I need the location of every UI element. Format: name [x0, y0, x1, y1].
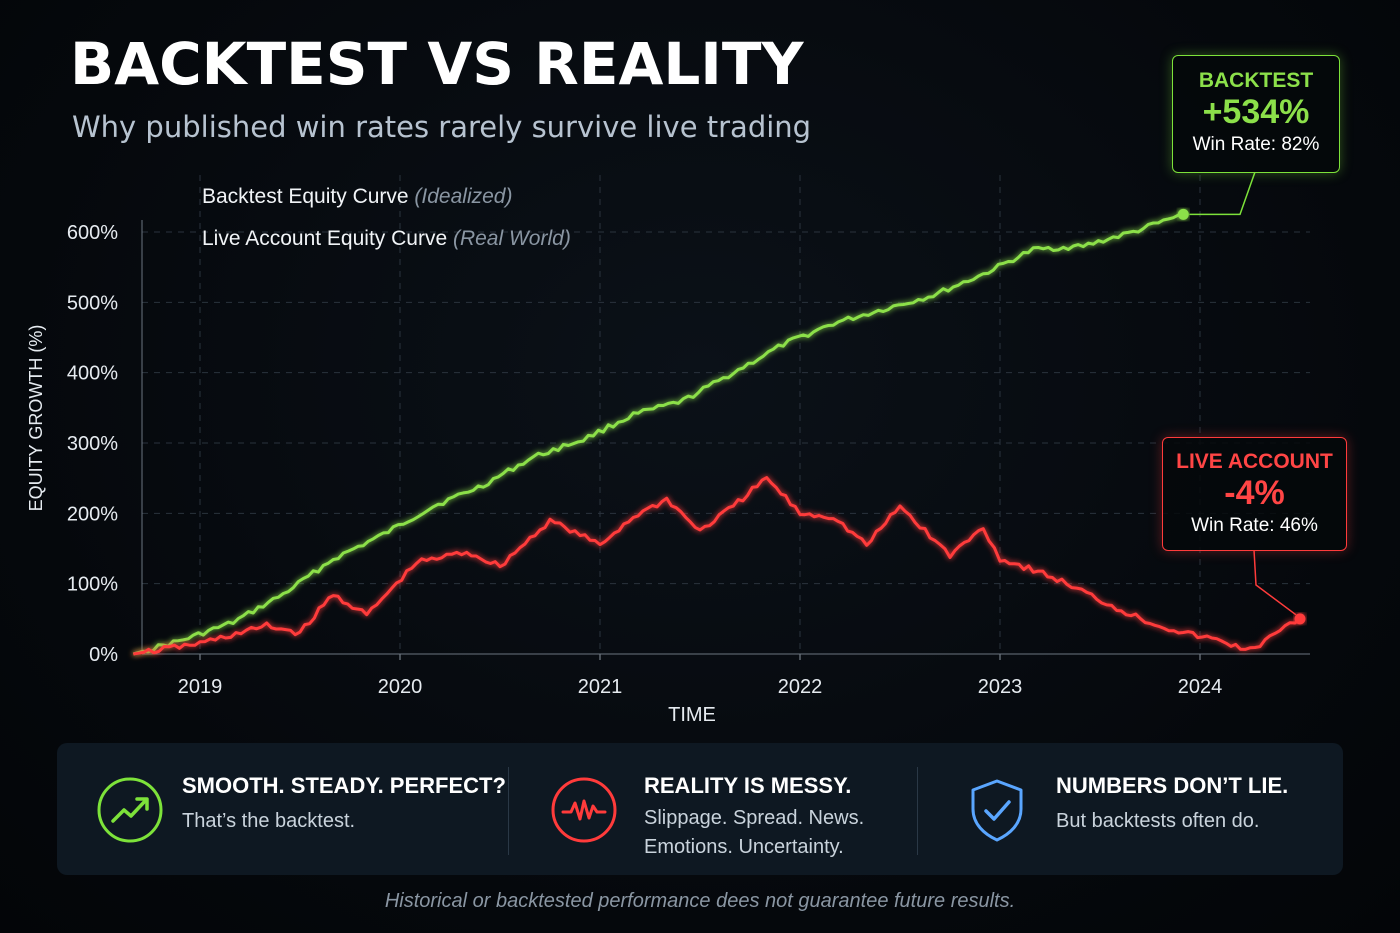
- backtest-callout-label: BACKTEST: [1198, 69, 1314, 92]
- x-tick-label: 2022: [778, 676, 823, 698]
- backtest-leader-line: [1189, 171, 1256, 216]
- backtest-callout: BACKTEST +534% Win Rate: 82%: [1172, 55, 1340, 173]
- x-tick-label: 2021: [578, 676, 623, 698]
- x-tick-label: 2023: [978, 676, 1023, 698]
- legend-tag: (Real World): [453, 227, 571, 250]
- y-tick-label: 100%: [67, 574, 118, 596]
- card-reality-heading: REALITY IS MESSY.: [644, 773, 852, 798]
- x-axis-label: TIME: [668, 704, 716, 726]
- divider: [917, 767, 918, 855]
- card-numbers-text: But backtests often do.: [1056, 810, 1260, 832]
- card-backtest-text: That’s the backtest.: [182, 810, 356, 832]
- x-tick-label: 2020: [378, 676, 423, 698]
- y-tick-label: 500%: [67, 292, 118, 314]
- card-reality: REALITY IS MESSY. Slippage. Spread. News…: [509, 743, 917, 875]
- x-tick-label: 2019: [178, 676, 223, 698]
- legend-label-live: Live Account Equity Curve (Real World): [202, 227, 571, 250]
- y-tick-label: 400%: [67, 363, 118, 385]
- y-tick-label: 0%: [89, 644, 118, 666]
- live-leader-line: [1253, 549, 1297, 616]
- live-callout: LIVE ACCOUNT -4% Win Rate: 46%: [1162, 437, 1347, 551]
- pulse-icon: [551, 777, 617, 843]
- card-numbers-heading: NUMBERS DON’T LIE.: [1056, 773, 1289, 798]
- backtest-callout-value: +534%: [1202, 93, 1310, 131]
- y-tick-label: 600%: [67, 222, 118, 244]
- card-backtest-heading: SMOOTH. STEADY. PERFECT?: [182, 773, 506, 798]
- shield-check-icon: [971, 779, 1023, 842]
- live-line: [133, 476, 1301, 656]
- card-reality-text-1: Slippage. Spread. News.: [644, 807, 865, 829]
- y-tick-label: 200%: [67, 503, 118, 525]
- equity-chart: 0% 100% 200% 300% 400% 500% 600% 2019 2020 2021 20…: [26, 171, 1310, 726]
- card-numbers: NUMBERS DON’T LIE. But backtests often d…: [918, 743, 1343, 875]
- live-callout-value: -4%: [1224, 474, 1285, 512]
- legend-tag: (Idealized): [414, 185, 512, 208]
- backtest-end-marker: [1177, 208, 1189, 220]
- backtest-callout-win-rate: Win Rate: 82%: [1192, 134, 1320, 155]
- divider: [508, 767, 509, 855]
- live-end-marker: [1294, 613, 1306, 625]
- page-title: BACKTEST VS REALITY: [70, 30, 804, 98]
- card-reality-text-2: Emotions. Uncertainty.: [644, 836, 844, 858]
- legend-label-backtest: Backtest Equity Curve (Idealized): [202, 185, 512, 208]
- insight-panel: SMOOTH. STEADY. PERFECT? That’s the back…: [57, 743, 1343, 875]
- card-backtest: SMOOTH. STEADY. PERFECT? That’s the back…: [57, 743, 507, 875]
- x-tick-label: 2024: [1178, 676, 1223, 698]
- live-callout-label: LIVE ACCOUNT: [1176, 450, 1333, 473]
- y-axis-label: EQUITY GROWTH (%): [26, 325, 46, 512]
- y-tick-label: 300%: [67, 433, 118, 455]
- disclaimer: Historical or backtested performance dee…: [384, 890, 1016, 912]
- live-callout-win-rate: Win Rate: 46%: [1191, 515, 1318, 536]
- page-subtitle: Why published win rates rarely survive l…: [72, 110, 812, 144]
- backtest-line: [132, 212, 1184, 656]
- trend-up-icon: [97, 777, 163, 843]
